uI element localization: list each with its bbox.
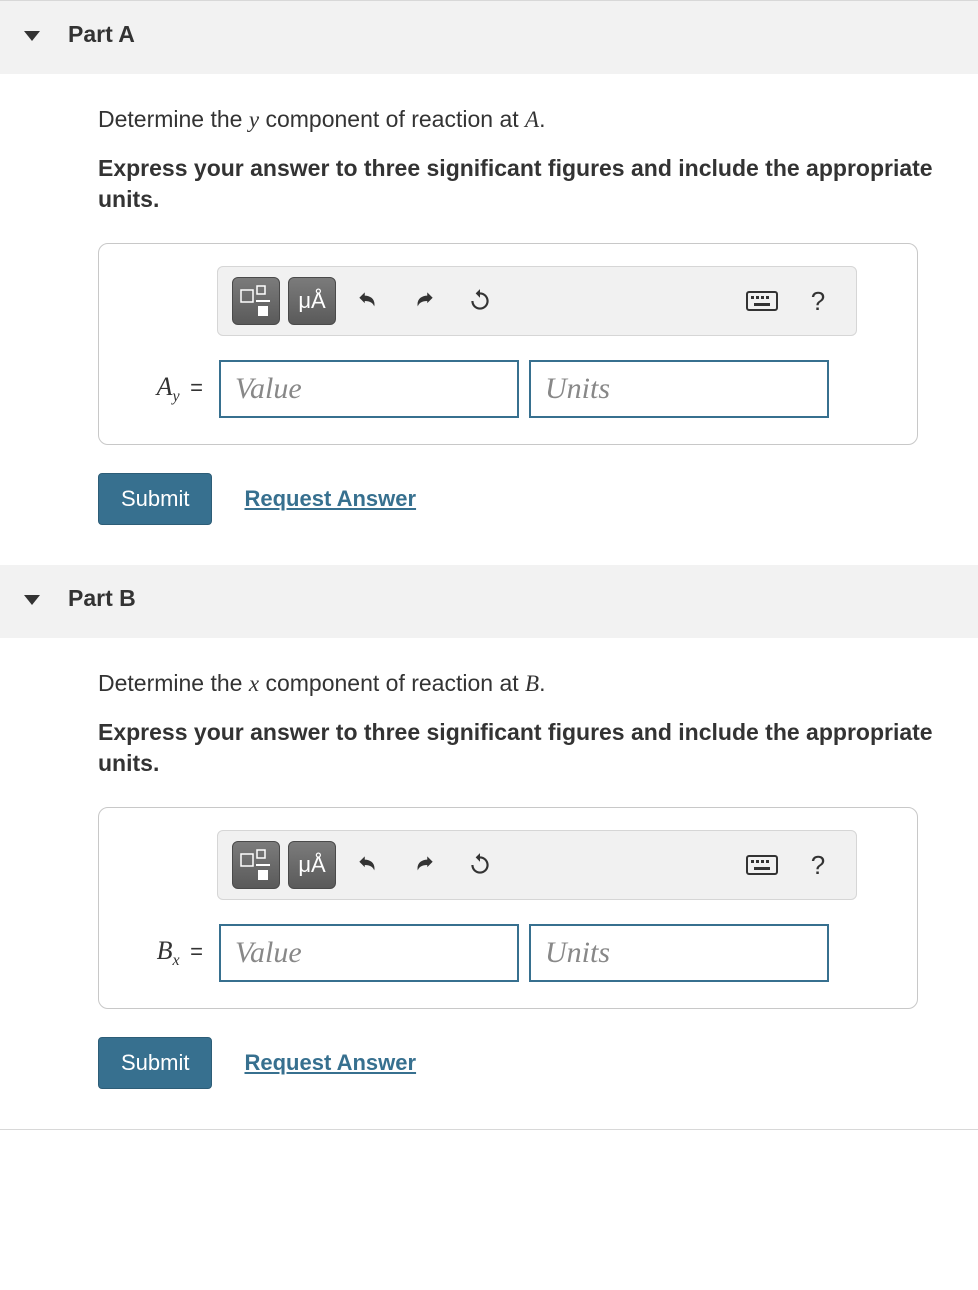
mu-angstrom-label: μÅ — [298, 852, 325, 878]
submit-button[interactable]: Submit — [98, 473, 212, 525]
equals-sign: = — [190, 375, 203, 400]
assignment-container: Part A Determine the y component of reac… — [0, 0, 978, 1130]
part-title: Part B — [68, 585, 136, 612]
part-body-b: Determine the x component of reaction at… — [0, 638, 978, 1129]
chevron-down-icon — [24, 31, 40, 41]
answer-box: μÅ ? Ay = — [98, 243, 918, 445]
redo-button[interactable] — [400, 277, 448, 325]
prompt-pre: Determine the — [98, 670, 249, 696]
help-button[interactable]: ? — [794, 277, 842, 325]
help-button[interactable]: ? — [794, 841, 842, 889]
answer-box: μÅ ? Bx = — [98, 807, 918, 1009]
redo-button[interactable] — [400, 841, 448, 889]
keyboard-button[interactable] — [738, 277, 786, 325]
var-letter: A — [157, 372, 173, 401]
prompt-var: x — [249, 671, 259, 696]
prompt-point: B — [525, 671, 539, 696]
prompt-post: . — [539, 106, 545, 132]
part-header-a[interactable]: Part A — [0, 1, 978, 74]
prompt-text: Determine the x component of reaction at… — [98, 668, 954, 699]
part-body-a: Determine the y component of reaction at… — [0, 74, 978, 565]
reset-button[interactable] — [456, 841, 504, 889]
keyboard-button[interactable] — [738, 841, 786, 889]
units-input[interactable] — [529, 924, 829, 982]
variable-label: Ay = — [121, 372, 209, 406]
request-answer-link[interactable]: Request Answer — [244, 1050, 416, 1076]
request-answer-link[interactable]: Request Answer — [244, 486, 416, 512]
prompt-pre: Determine the — [98, 106, 249, 132]
instruction-text: Express your answer to three significant… — [98, 153, 954, 215]
equation-toolbar: μÅ ? — [217, 830, 857, 900]
answer-input-row: Ay = — [121, 360, 895, 418]
instruction-text: Express your answer to three significant… — [98, 717, 954, 779]
prompt-mid: component of reaction at — [259, 106, 525, 132]
prompt-var: y — [249, 107, 259, 132]
mu-angstrom-label: μÅ — [298, 288, 325, 314]
action-row: Submit Request Answer — [98, 473, 954, 525]
chevron-down-icon — [24, 595, 40, 605]
answer-input-row: Bx = — [121, 924, 895, 982]
variable-label: Bx = — [121, 936, 209, 970]
equals-sign: = — [190, 939, 203, 964]
var-letter: B — [157, 936, 173, 965]
prompt-mid: component of reaction at — [259, 670, 525, 696]
fraction-template-button[interactable] — [232, 277, 280, 325]
equation-toolbar: μÅ ? — [217, 266, 857, 336]
units-button[interactable]: μÅ — [288, 277, 336, 325]
action-row: Submit Request Answer — [98, 1037, 954, 1089]
reset-button[interactable] — [456, 277, 504, 325]
undo-button[interactable] — [344, 841, 392, 889]
value-input[interactable] — [219, 924, 519, 982]
part-title: Part A — [68, 21, 135, 48]
var-subscript: x — [173, 952, 180, 969]
fraction-template-button[interactable] — [232, 841, 280, 889]
var-subscript: y — [173, 388, 180, 405]
units-button[interactable]: μÅ — [288, 841, 336, 889]
undo-button[interactable] — [344, 277, 392, 325]
units-input[interactable] — [529, 360, 829, 418]
part-header-b[interactable]: Part B — [0, 565, 978, 638]
prompt-point: A — [525, 107, 539, 132]
submit-button[interactable]: Submit — [98, 1037, 212, 1089]
prompt-text: Determine the y component of reaction at… — [98, 104, 954, 135]
value-input[interactable] — [219, 360, 519, 418]
prompt-post: . — [539, 670, 545, 696]
